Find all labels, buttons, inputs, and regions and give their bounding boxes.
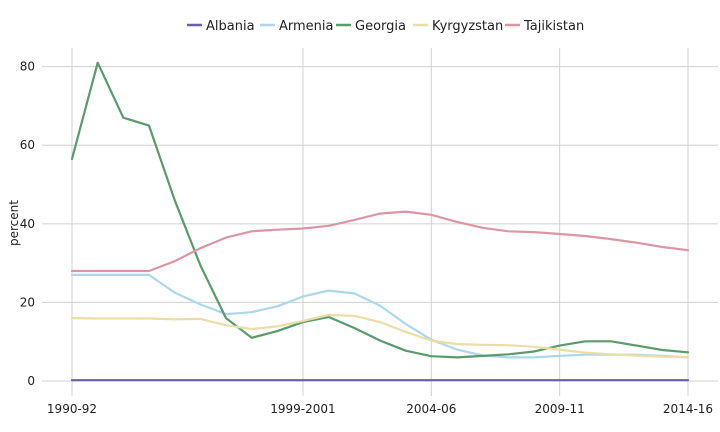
y-axis-ticks: 0 20 40 60 80 xyxy=(20,60,35,388)
x-tick-label: 2014-16 xyxy=(663,402,713,416)
legend-label: Armenia xyxy=(279,19,334,34)
legend-item-armenia: Armenia xyxy=(260,19,334,34)
legend-item-kyrgyzstan: Kyrgyzstan xyxy=(413,19,503,34)
legend-label: Kyrgyzstan xyxy=(432,19,503,34)
y-tick-label: 60 xyxy=(20,138,35,152)
y-axis-title: percent xyxy=(7,200,21,246)
y-tick-label: 80 xyxy=(20,60,35,74)
x-tick-label: 1990-92 xyxy=(47,402,97,416)
series-line-armenia xyxy=(70,273,690,359)
series-line-georgia xyxy=(70,61,690,359)
x-gridlines xyxy=(71,48,689,396)
legend-item-georgia: Georgia xyxy=(336,19,406,34)
y-tick-label: 0 xyxy=(27,374,35,388)
series-lines xyxy=(70,61,690,382)
x-axis-ticks: 1990-92 1999-2001 2004-06 2009-11 2014-16 xyxy=(47,402,713,416)
legend-label: Georgia xyxy=(355,19,406,34)
y-tick-label: 20 xyxy=(20,295,35,309)
x-tick-label: 2009-11 xyxy=(535,402,585,416)
legend-item-albania: Albania xyxy=(187,19,255,34)
series-line-tajikistan xyxy=(70,210,690,273)
y-gridlines xyxy=(42,66,718,382)
x-tick-label: 2004-06 xyxy=(406,402,456,416)
y-tick-label: 40 xyxy=(20,217,35,231)
legend: Albania Armenia Georgia Kyrgyzstan Tajikista… xyxy=(187,19,584,34)
legend-item-tajikistan: Tajikistan xyxy=(505,19,584,34)
x-tick-label: 1999-2001 xyxy=(270,402,335,416)
series-line-kyrgyzstan xyxy=(70,313,690,359)
legend-label: Albania xyxy=(206,19,255,34)
legend-label: Tajikistan xyxy=(523,19,584,34)
